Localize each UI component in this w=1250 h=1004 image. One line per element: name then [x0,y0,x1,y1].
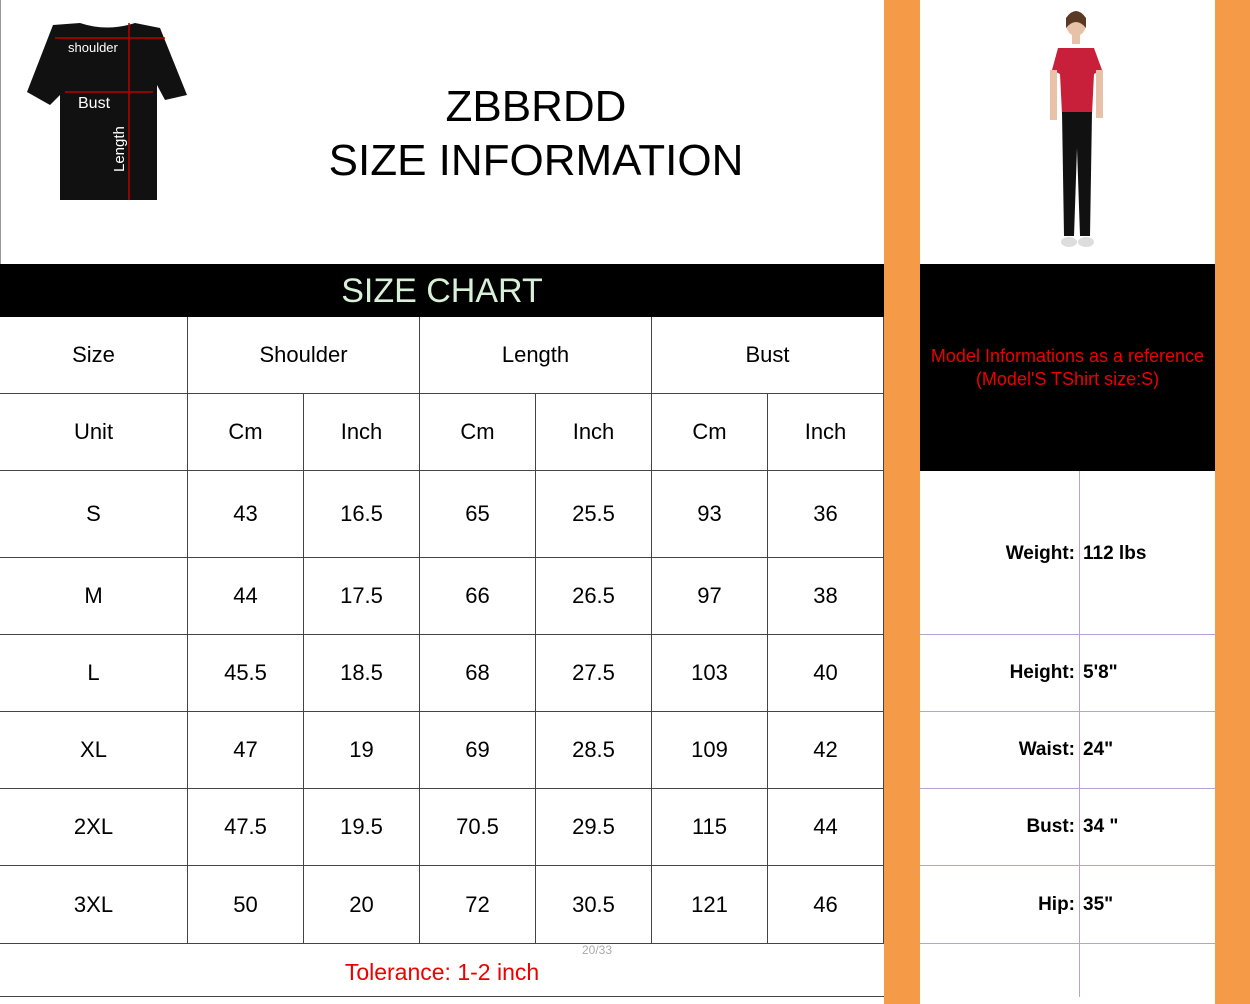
measurement-cell: 17.5 [304,558,420,635]
measurement-cell: 109 [652,712,768,789]
size-label-cell: 3XL [0,866,188,944]
unit-cell: Inch [536,394,652,471]
measurement-cell: 27.5 [536,635,652,712]
measurement-cell: 93 [652,471,768,558]
measurement-cell: 50 [188,866,304,944]
svg-text:shoulder: shoulder [68,40,119,55]
measurement-cell: 18.5 [304,635,420,712]
unit-cell: Cm [652,394,768,471]
measurement-cell: 70.5 [420,789,536,866]
measurement-cell: 28.5 [536,712,652,789]
measurement-cell: 45.5 [188,635,304,712]
page-indicator: 20/33 [582,943,613,957]
title-text: SIZE INFORMATION [328,136,744,185]
measurement-cell: 47.5 [188,789,304,866]
measurement-cell: 36 [768,471,884,558]
measurement-cell: 46 [768,866,884,944]
measurement-cell: 25.5 [536,471,652,558]
model-stat-label: Bust: [920,789,1079,866]
model-stat-label: Height: [920,635,1079,712]
size-label-cell: M [0,558,188,635]
unit-cell: Inch [768,394,884,471]
measurement-cell: 115 [652,789,768,866]
model-info-line1: Model Informations as a reference [930,346,1205,366]
model-info-header: Model Informations as a reference (Model… [920,264,1215,471]
model-stat-value: 112 lbs [1080,471,1215,635]
measurement-cell: 42 [768,712,884,789]
unit-cell: Unit [0,394,188,471]
model-stat-label: Waist: [920,712,1079,789]
measurement-cell: 38 [768,558,884,635]
svg-text:Length: Length [111,126,128,172]
header-cell: Size [0,317,188,394]
svg-text:Bust: Bust [78,95,111,112]
unit-cell: Cm [420,394,536,471]
measurement-cell: 65 [420,471,536,558]
model-stat-value: 35" [1080,866,1215,944]
size-label-cell: L [0,635,188,712]
divider [0,0,1,264]
size-label-cell: 2XL [0,789,188,866]
model-stat-label: Weight: [920,471,1079,635]
measurement-cell: 121 [652,866,768,944]
model-stat-value: 34 " [1080,789,1215,866]
header-cell: Length [420,317,652,394]
size-chart-band: SIZE CHART [0,264,884,317]
size-label-cell: XL [0,712,188,789]
model-stat-value: 24" [1080,712,1215,789]
column-divider [1079,471,1080,997]
size-label-cell: S [0,471,188,558]
measurement-cell: 66 [420,558,536,635]
tshirt-diagram: shoulder Bust Length [25,20,190,205]
measurement-cell: 20 [304,866,420,944]
measurement-cell: 97 [652,558,768,635]
orange-border-right [1215,0,1250,1004]
orange-border-left [884,0,920,1004]
measurement-cell: 69 [420,712,536,789]
model-info-line2: (Model'S TShirt size:S) [975,369,1160,389]
measurement-cell: 103 [652,635,768,712]
measurement-cell: 72 [420,866,536,944]
model-stat-value: 5'8" [1080,635,1215,712]
measurement-cell: 16.5 [304,471,420,558]
measurement-cell: 19 [304,712,420,789]
model-empty-row [920,944,1215,997]
page-title: ZBBRDD SIZE INFORMATION [188,80,884,188]
measurement-cell: 19.5 [304,789,420,866]
header-cell: Shoulder [188,317,420,394]
measurement-cell: 44 [768,789,884,866]
brand-name: ZBBRDD [445,82,627,131]
measurement-cell: 47 [188,712,304,789]
model-photo [1040,8,1120,256]
header-cell: Bust [652,317,884,394]
measurement-cell: 44 [188,558,304,635]
measurement-cell: 40 [768,635,884,712]
model-stat-label: Hip: [920,866,1079,944]
measurement-cell: 68 [420,635,536,712]
measurement-cell: 29.5 [536,789,652,866]
measurement-cell: 26.5 [536,558,652,635]
tolerance-note: Tolerance: 1-2 inch [0,944,884,997]
unit-cell: Cm [188,394,304,471]
measurement-cell: 43 [188,471,304,558]
unit-cell: Inch [304,394,420,471]
measurement-cell: 30.5 [536,866,652,944]
